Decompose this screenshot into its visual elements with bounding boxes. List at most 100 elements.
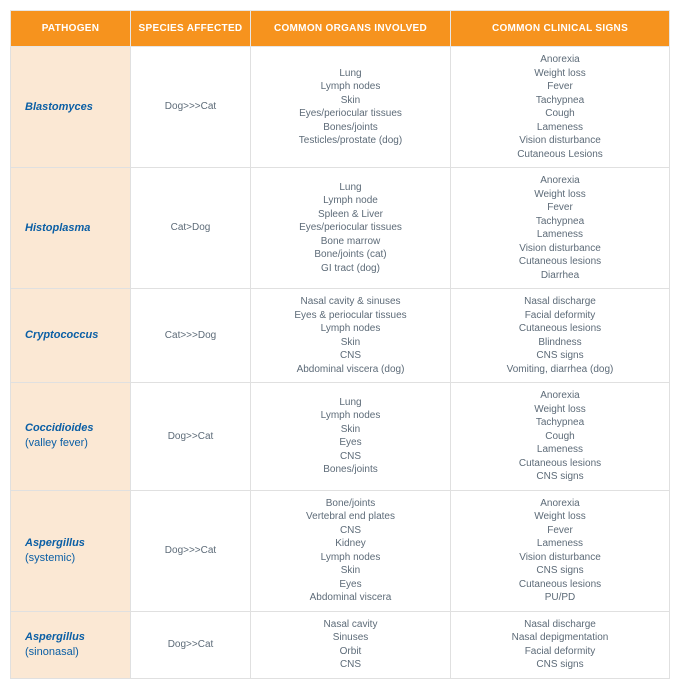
pathogen-cell: Histoplasma	[11, 168, 131, 289]
organ-line: CNS	[255, 658, 446, 672]
sign-line: Cutaneous lesions	[455, 255, 665, 269]
sign-line: Cutaneous Lesions	[455, 148, 665, 162]
organ-line: Lymph nodes	[255, 322, 446, 336]
table-row: Aspergillus(systemic)Dog>>>CatBone/joint…	[11, 490, 670, 611]
pathogen-subtitle: (valley fever)	[25, 437, 88, 449]
organs-cell: LungLymph nodesSkinEyesCNSBones/joints	[251, 383, 451, 491]
sign-line: Facial deformity	[455, 645, 665, 659]
sign-line: PU/PD	[455, 591, 665, 605]
organ-line: Bones/joints	[255, 121, 446, 135]
signs-cell: Nasal dischargeFacial deformityCutaneous…	[451, 289, 670, 383]
organ-line: Lymph node	[255, 194, 446, 208]
organ-line: Lung	[255, 181, 446, 195]
organ-line: Eyes & periocular tissues	[255, 309, 446, 323]
sign-line: Nasal depigmentation	[455, 631, 665, 645]
organ-line: Skin	[255, 564, 446, 578]
organs-cell: LungLymph nodesSkinEyes/periocular tissu…	[251, 47, 451, 168]
sign-line: Nasal discharge	[455, 618, 665, 632]
pathogen-cell: Blastomyces	[11, 47, 131, 168]
sign-line: Lameness	[455, 443, 665, 457]
sign-line: Anorexia	[455, 497, 665, 511]
organ-line: Nasal cavity & sinuses	[255, 295, 446, 309]
pathogen-name: Aspergillus	[25, 537, 85, 549]
sign-line: Weight loss	[455, 188, 665, 202]
species-cell: Dog>>>Cat	[131, 490, 251, 611]
pathogen-name: Histoplasma	[25, 222, 90, 234]
organ-line: Skin	[255, 94, 446, 108]
table-row: Aspergillus(sinonasal)Dog>>CatNasal cavi…	[11, 611, 670, 678]
pathogen-cell: Coccidioides (valley fever)	[11, 383, 131, 491]
organ-line: Skin	[255, 336, 446, 350]
sign-line: Anorexia	[455, 389, 665, 403]
organ-line: Sinuses	[255, 631, 446, 645]
organ-line: Bone marrow	[255, 235, 446, 249]
organ-line: Bone/joints (cat)	[255, 248, 446, 262]
organ-line: Eyes/periocular tissues	[255, 221, 446, 235]
sign-line: CNS signs	[455, 564, 665, 578]
sign-line: Cutaneous lesions	[455, 457, 665, 471]
sign-line: CNS signs	[455, 349, 665, 363]
organ-line: Lung	[255, 67, 446, 81]
organ-line: Testicles/prostate (dog)	[255, 134, 446, 148]
sign-line: Fever	[455, 80, 665, 94]
sign-line: Anorexia	[455, 174, 665, 188]
pathogen-name: Blastomyces	[25, 101, 93, 113]
sign-line: Fever	[455, 524, 665, 538]
organ-line: GI tract (dog)	[255, 262, 446, 276]
species-cell: Dog>>Cat	[131, 383, 251, 491]
sign-line: Weight loss	[455, 403, 665, 417]
organs-cell: Nasal cavity & sinusesEyes & periocular …	[251, 289, 451, 383]
sign-line: Diarrhea	[455, 269, 665, 283]
sign-line: Lameness	[455, 228, 665, 242]
organ-line: Abdominal viscera	[255, 591, 446, 605]
sign-line: Tachypnea	[455, 94, 665, 108]
sign-line: Tachypnea	[455, 416, 665, 430]
pathogen-cell: Cryptococcus	[11, 289, 131, 383]
organs-cell: Bone/jointsVertebral end platesCNSKidney…	[251, 490, 451, 611]
signs-cell: AnorexiaWeight lossFeverTachypneaCoughLa…	[451, 47, 670, 168]
organ-line: Vertebral end plates	[255, 510, 446, 524]
organ-line: Lymph nodes	[255, 409, 446, 423]
sign-line: Vision disturbance	[455, 551, 665, 565]
organ-line: Lymph nodes	[255, 80, 446, 94]
sign-line: Weight loss	[455, 67, 665, 81]
organ-line: Eyes/periocular tissues	[255, 107, 446, 121]
signs-cell: Nasal dischargeNasal depigmentationFacia…	[451, 611, 670, 678]
sign-line: Blindness	[455, 336, 665, 350]
organ-line: CNS	[255, 450, 446, 464]
signs-cell: AnorexiaWeight lossTachypneaCoughLamenes…	[451, 383, 670, 491]
pathogen-cell: Aspergillus(sinonasal)	[11, 611, 131, 678]
organ-line: Spleen & Liver	[255, 208, 446, 222]
organs-cell: Nasal cavitySinusesOrbitCNS	[251, 611, 451, 678]
signs-cell: AnorexiaWeight lossFeverLamenessVision d…	[451, 490, 670, 611]
sign-line: CNS signs	[455, 658, 665, 672]
col-header-species: SPECIES AFFECTED	[131, 11, 251, 47]
species-cell: Cat>>>Dog	[131, 289, 251, 383]
table-row: CryptococcusCat>>>DogNasal cavity & sinu…	[11, 289, 670, 383]
sign-line: Lameness	[455, 121, 665, 135]
col-header-pathogen: PATHOGEN	[11, 11, 131, 47]
pathogen-subtitle: (systemic)	[25, 552, 75, 564]
organ-line: CNS	[255, 349, 446, 363]
pathogen-name: Coccidioides	[25, 422, 93, 434]
organ-line: Kidney	[255, 537, 446, 551]
sign-line: Facial deformity	[455, 309, 665, 323]
species-cell: Dog>>>Cat	[131, 47, 251, 168]
organ-line: Abdominal viscera (dog)	[255, 363, 446, 377]
sign-line: Fever	[455, 201, 665, 215]
col-header-organs: COMMON ORGANS INVOLVED	[251, 11, 451, 47]
species-cell: Dog>>Cat	[131, 611, 251, 678]
sign-line: Anorexia	[455, 53, 665, 67]
sign-line: Vision disturbance	[455, 242, 665, 256]
table-row: Coccidioides (valley fever) Dog>>CatLungLy…	[11, 383, 670, 491]
organ-line: Orbit	[255, 645, 446, 659]
sign-line: Weight loss	[455, 510, 665, 524]
organ-line: Lymph nodes	[255, 551, 446, 565]
table-row: HistoplasmaCat>DogLungLymph nodeSpleen &…	[11, 168, 670, 289]
table-header: PATHOGEN SPECIES AFFECTED COMMON ORGANS …	[11, 11, 670, 47]
pathogen-cell: Aspergillus (systemic)	[11, 490, 131, 611]
sign-line: Vomiting, diarrhea (dog)	[455, 363, 665, 377]
organ-line: Bone/joints	[255, 497, 446, 511]
sign-line: Tachypnea	[455, 215, 665, 229]
sign-line: Cutaneous lesions	[455, 578, 665, 592]
